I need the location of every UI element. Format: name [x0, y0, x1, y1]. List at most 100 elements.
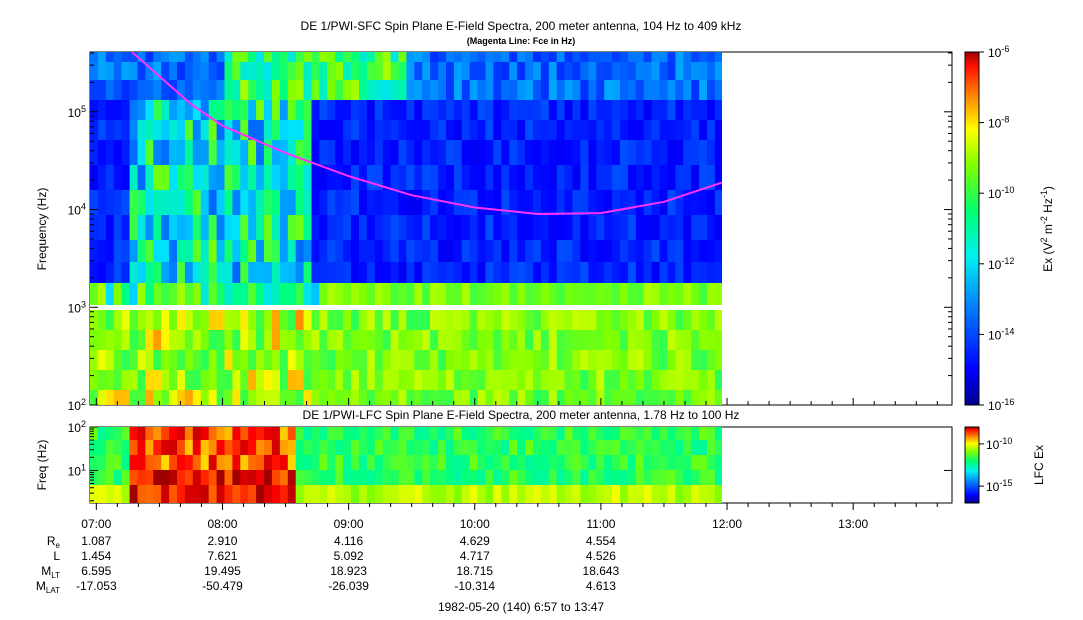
sfc-heatmap-cell	[564, 120, 574, 140]
sfc-heatmap-cell	[232, 370, 241, 390]
sfc-heatmap-cell	[509, 240, 518, 262]
sfc-heatmap-cell	[256, 390, 265, 405]
lfc-heatmap-cell	[216, 440, 226, 455]
sfc-heatmap-cell	[97, 310, 107, 330]
lfc-heatmap-cell	[129, 485, 139, 503]
sfc-heatmap-cell	[390, 190, 400, 215]
sfc-colorbar-tick-label-exp: -8	[1001, 115, 1009, 125]
sfc-heatmap-cell	[517, 100, 526, 120]
sfc-heatmap-cell	[659, 390, 669, 405]
sfc-heatmap-cell	[533, 52, 542, 62]
lfc-heatmap-cell	[256, 440, 265, 455]
lfc-heatmap-cell	[161, 485, 170, 503]
sfc-heatmap-cell	[643, 190, 653, 215]
lfc-heatmap-cell	[453, 427, 463, 440]
lfc-heatmap-cell	[485, 455, 494, 470]
sfc-heatmap-cell	[438, 310, 447, 330]
sfc-heatmap-cell	[248, 390, 257, 405]
lfc-heatmap-cell	[422, 440, 431, 455]
sfc-y-tick-label-base: 10	[68, 301, 82, 315]
sfc-heatmap-cell	[414, 100, 423, 120]
sfc-heatmap-cell	[137, 190, 146, 215]
sfc-heatmap-cell	[311, 390, 320, 405]
ephemeris-value: 4.116	[334, 534, 363, 548]
lfc-heatmap-cell	[572, 440, 581, 455]
sfc-heatmap-cell	[295, 330, 305, 350]
sfc-heatmap-cell	[477, 140, 487, 165]
sfc-heatmap-cell	[580, 283, 589, 305]
lfc-heatmap-cell	[620, 455, 629, 470]
sfc-heatmap-cell	[659, 215, 669, 240]
lfc-heatmap-cell	[540, 427, 550, 440]
sfc-heatmap-cell	[469, 240, 479, 262]
x-tick-label: 13:00	[838, 517, 868, 531]
lfc-heatmap-cell	[691, 470, 700, 485]
lfc-heatmap-cell	[564, 440, 574, 455]
sfc-heatmap-cell	[659, 262, 669, 283]
sfc-heatmap-cell	[398, 62, 407, 80]
lfc-heatmap-cell	[311, 455, 320, 470]
lfc-heatmap-cell	[382, 470, 392, 485]
lfc-heatmap-cell	[422, 427, 431, 440]
lfc-heatmap-cell	[453, 440, 463, 455]
lfc-heatmap-cell	[612, 470, 621, 485]
sfc-heatmap-cell	[327, 165, 336, 190]
sfc-heatmap-cell	[311, 62, 320, 80]
sfc-heatmap-cell	[477, 52, 487, 62]
sfc-heatmap-cell	[675, 165, 684, 190]
sfc-heatmap-cell	[105, 330, 115, 350]
sfc-heatmap-cell	[691, 80, 700, 100]
sfc-heatmap-cell	[271, 283, 281, 305]
sfc-heatmap-cell	[667, 283, 676, 305]
sfc-heatmap-cell	[200, 120, 210, 140]
sfc-heatmap-cell	[177, 190, 186, 215]
lfc-heatmap-cell	[596, 485, 605, 503]
sfc-heatmap-cell	[572, 120, 581, 140]
sfc-heatmap-cell	[438, 240, 447, 262]
lfc-heatmap-cell	[580, 470, 589, 485]
sfc-heatmap-cell	[169, 370, 178, 390]
sfc-heatmap-cell	[438, 190, 447, 215]
sfc-heatmap-cell	[509, 370, 518, 390]
sfc-heatmap-cell	[295, 310, 305, 330]
sfc-heatmap-cell	[248, 330, 257, 350]
sfc-heatmap-cell	[651, 80, 661, 100]
sfc-heatmap-cell	[461, 390, 471, 405]
sfc-heatmap-cell	[208, 283, 218, 305]
sfc-heatmap-cell	[264, 390, 273, 405]
lfc-heatmap-cell	[382, 485, 392, 503]
sfc-heatmap-cell	[659, 120, 669, 140]
lfc-heatmap-cell	[351, 455, 360, 470]
sfc-heatmap-cell	[319, 100, 328, 120]
sfc-heatmap-cell	[303, 62, 313, 80]
lfc-heatmap-cell	[327, 440, 336, 455]
sfc-heatmap-cell	[145, 190, 154, 215]
sfc-heatmap-cell	[366, 140, 376, 165]
lfc-heatmap-cell	[580, 427, 589, 440]
sfc-heatmap-cell	[256, 140, 265, 165]
sfc-heatmap-cell	[303, 215, 313, 240]
lfc-heatmap-cell	[714, 470, 722, 485]
lfc-heatmap-cell	[675, 427, 684, 440]
sfc-heatmap-cell	[335, 370, 344, 390]
lfc-heatmap-cell	[556, 440, 566, 455]
sfc-heatmap-cell	[335, 310, 344, 330]
sfc-heatmap-cell	[327, 350, 336, 370]
sfc-heatmap-cell	[548, 165, 558, 190]
lfc-heatmap-cell	[343, 485, 352, 503]
lfc-heatmap-cell	[509, 485, 518, 503]
lfc-y-tick-label-exp: 2	[81, 419, 86, 429]
sfc-heatmap-cell	[572, 262, 581, 283]
lfc-heatmap-cell	[517, 485, 526, 503]
sfc-heatmap-cell	[556, 100, 566, 120]
lfc-heatmap-cell	[509, 427, 518, 440]
sfc-heatmap-cell	[113, 330, 123, 350]
lfc-heatmap-cell	[580, 485, 589, 503]
sfc-heatmap-cell	[509, 350, 518, 370]
sfc-heatmap-cell	[145, 370, 154, 390]
sfc-heatmap-cell	[398, 52, 407, 62]
sfc-heatmap-cell	[533, 165, 542, 190]
sfc-heatmap-cell	[446, 165, 455, 190]
sfc-heatmap-cell	[714, 140, 722, 165]
sfc-heatmap-cell	[604, 190, 613, 215]
